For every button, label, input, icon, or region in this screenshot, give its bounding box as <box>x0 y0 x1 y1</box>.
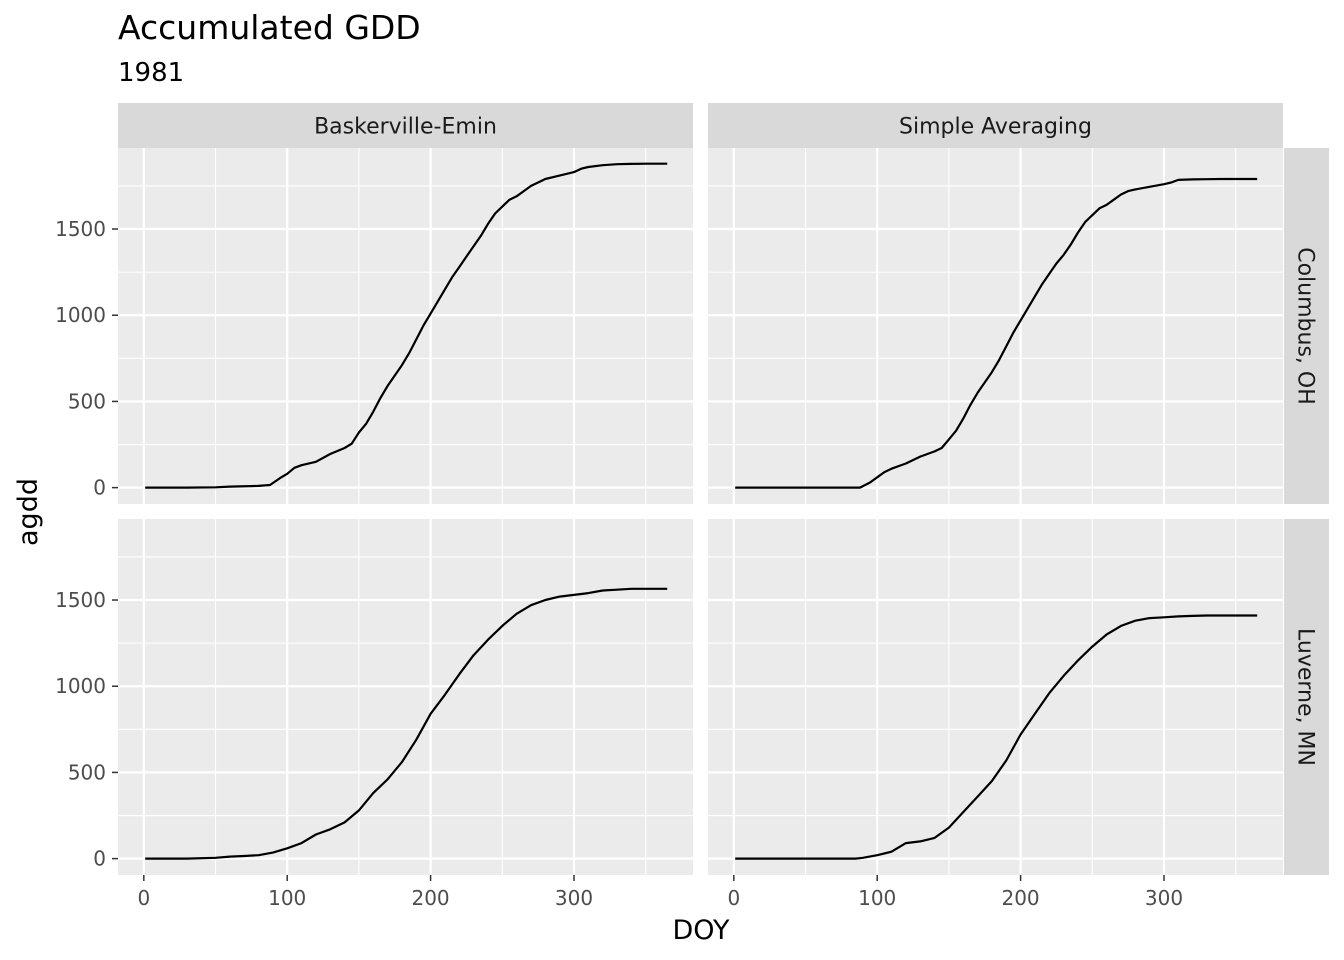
x-tick-label: 200 <box>1001 886 1039 910</box>
y-tick-label: 0 <box>93 476 106 500</box>
panel-background <box>708 519 1283 875</box>
chart-subtitle: 1981 <box>118 58 184 88</box>
gdd-series-line <box>145 587 668 860</box>
y-axis-title: agdd <box>13 478 44 546</box>
panel-luverne-mn-simple-averaging: 0 100 200 300 <box>708 519 1283 910</box>
panel-background <box>118 519 693 875</box>
x-tick-label: 100 <box>858 886 896 910</box>
column-strip-simple-averaging <box>708 103 1283 148</box>
column-strip-label: Baskerville-Emin <box>314 115 497 140</box>
panel-luverne-mn-baskerville-emin: 0 500 1000 1500 0 100 200 300 <box>55 519 693 910</box>
panel-background <box>708 148 1283 504</box>
row-strip-columbus-oh <box>1284 148 1329 504</box>
column-strip-baskerville-emin <box>118 103 693 148</box>
x-tick-label: 200 <box>411 886 449 910</box>
y-tick-label: 0 <box>93 847 106 871</box>
x-axis-title: DOY <box>672 915 730 946</box>
panel-columbus-oh-baskerville-emin: 0 500 1000 1500 <box>55 148 693 504</box>
y-tick-label: 1500 <box>55 588 106 612</box>
x-tick-label: 0 <box>727 886 740 910</box>
row-strip-luverne-mn <box>1284 519 1329 875</box>
facet-panels: Baskerville-Emin Simple Averaging Columbus… <box>55 103 1329 910</box>
gdd-series-line <box>145 162 668 489</box>
y-tick-label: 1000 <box>55 303 106 327</box>
gdd-series-line <box>735 177 1258 489</box>
y-tick-label: 1000 <box>55 674 106 698</box>
row-strip-label: Luverne, MN <box>1293 628 1318 766</box>
x-tick-label: 300 <box>1145 886 1183 910</box>
row-strip-label: Columbus, OH <box>1293 247 1318 405</box>
y-tick-label: 1500 <box>55 217 106 241</box>
y-tick-label: 500 <box>68 760 106 784</box>
gdd-series-line <box>735 614 1258 860</box>
panel-columbus-oh-simple-averaging <box>708 148 1283 504</box>
x-tick-label: 0 <box>137 886 150 910</box>
panel-background <box>118 148 693 504</box>
chart-title: Accumulated GDD <box>118 8 421 47</box>
column-strip-label: Simple Averaging <box>899 115 1092 140</box>
x-tick-label: 100 <box>268 886 306 910</box>
x-tick-label: 300 <box>555 886 593 910</box>
y-tick-label: 500 <box>68 389 106 413</box>
